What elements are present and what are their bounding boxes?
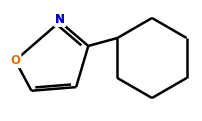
Text: N: N xyxy=(55,13,65,26)
Text: O: O xyxy=(10,54,20,67)
Text: N: N xyxy=(55,13,65,26)
